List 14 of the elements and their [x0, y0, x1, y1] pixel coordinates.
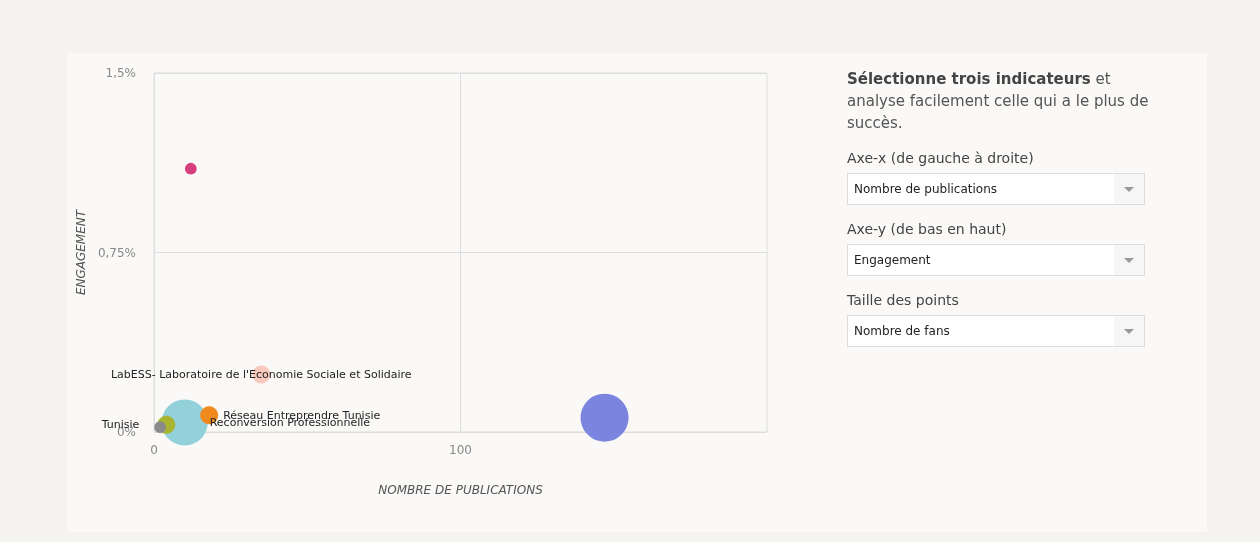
x-tick-label: 100 — [449, 443, 472, 457]
text: Sélectionne trois indicateurs — [847, 70, 1091, 88]
y-tick-label: 0,75% — [97, 245, 137, 260]
y-tick-label: 1,5% — [105, 66, 137, 80]
y-axis-title: ENGAGEMENT — [74, 208, 88, 296]
x-tick-label: 0 — [150, 443, 158, 457]
series-label: LabESS- Laboratoire de l'Economie Sociale et Solidaire — [110, 368, 412, 382]
dropdown-field: Nombre de fans — [847, 315, 1145, 347]
x-axis-title: NOMBRE DE PUBLICATIONS — [378, 483, 544, 497]
dropdown-field: Nombre de publications — [847, 173, 1145, 205]
text: Taille des points — [847, 292, 960, 308]
text: Axe-x (de gauche à droite) — [847, 150, 1035, 166]
text: Axe-y (de bas en haut) — [847, 221, 1008, 237]
dropdown-field: Engagement — [847, 244, 1145, 276]
